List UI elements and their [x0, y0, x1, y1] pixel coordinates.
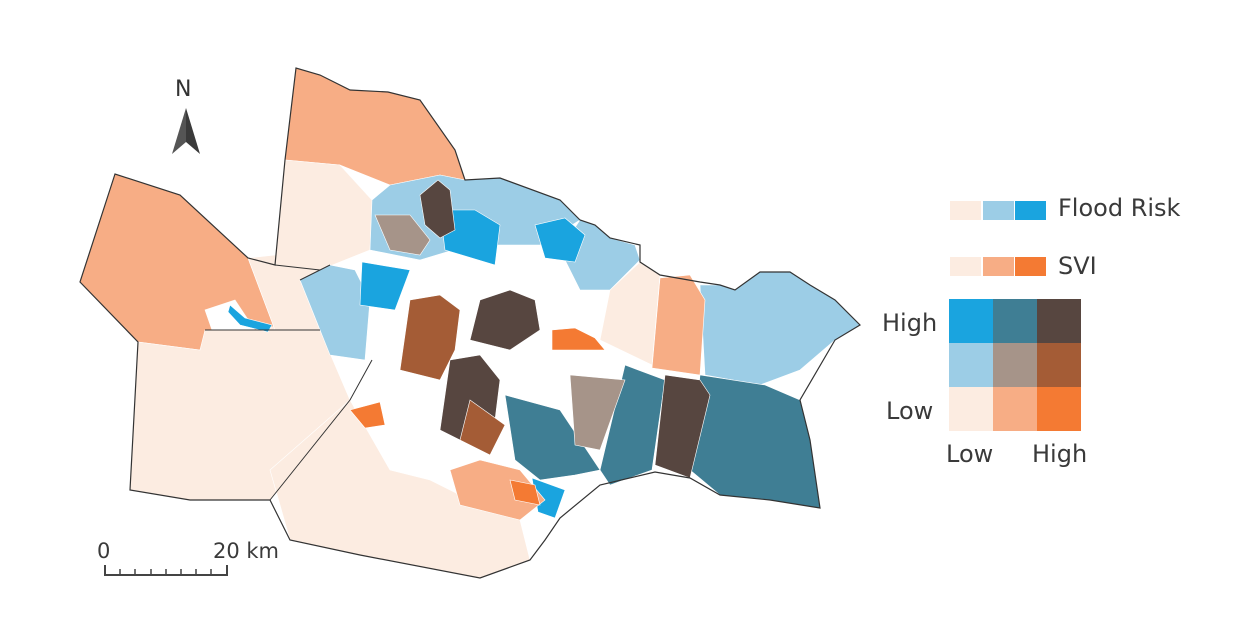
region-east-orange — [651, 274, 706, 376]
north-label: N — [175, 77, 192, 102]
scale-end-label: 20 km — [213, 539, 280, 563]
matrix-cell-r0-c2 — [1037, 299, 1081, 343]
region-blue-west — [359, 261, 411, 311]
region-core-rust-2 — [459, 399, 506, 456]
flood-swatch-high — [1015, 201, 1046, 220]
river-icon — [227, 304, 273, 333]
matrix-cell-r2-c0 — [949, 387, 993, 431]
svi-swatch-high — [1015, 257, 1046, 276]
matrix-cell-r2-c1 — [993, 387, 1037, 431]
scale-bar-icon — [104, 565, 228, 576]
region-south-orange — [449, 459, 546, 521]
matrix-cell-r2-c2 — [1037, 387, 1081, 431]
flood-swatch-mid — [983, 201, 1014, 220]
region-core-brown-2 — [469, 289, 541, 351]
region-core-rust — [399, 294, 461, 381]
matrix-cell-r0-c0 — [949, 299, 993, 343]
matrix-y-low-label: Low — [886, 397, 934, 425]
svi-label: SVI — [1058, 252, 1097, 280]
region-blue-north — [439, 209, 501, 266]
region-orange-south — [509, 479, 541, 506]
region-nw-grey — [374, 214, 431, 256]
matrix-cell-r1-c2 — [1037, 343, 1081, 387]
svi-swatch-mid — [983, 257, 1014, 276]
region-blue-ne — [534, 217, 586, 263]
north-arrow-icon — [172, 108, 200, 154]
matrix-x-low-label: Low — [946, 440, 994, 468]
region-east-blue — [699, 271, 861, 386]
flood-swatch-low — [950, 201, 981, 220]
flood-risk-label: Flood Risk — [1058, 194, 1181, 222]
matrix-y-high-label: High — [882, 309, 938, 337]
region-north-low — [274, 159, 373, 271]
matrix-cell-r1-c0 — [949, 343, 993, 387]
scale-start-label: 0 — [97, 539, 111, 563]
county-boundary-inner — [205, 264, 373, 501]
matrix-x-high-label: High — [1032, 440, 1088, 468]
region-central-teal — [504, 394, 601, 481]
region-north-brown — [419, 179, 456, 239]
region-orange-east — [551, 327, 606, 351]
region-orange-west — [349, 401, 386, 429]
region-east-low — [599, 261, 661, 366]
region-east-brown — [654, 374, 711, 479]
region-west-blue — [299, 264, 371, 361]
svi-swatch-low — [950, 257, 981, 276]
matrix-cell-r1-c1 — [993, 343, 1037, 387]
region-se-grey — [569, 374, 626, 451]
matrix-cell-r0-c1 — [993, 299, 1037, 343]
county-boundary — [79, 67, 861, 579]
